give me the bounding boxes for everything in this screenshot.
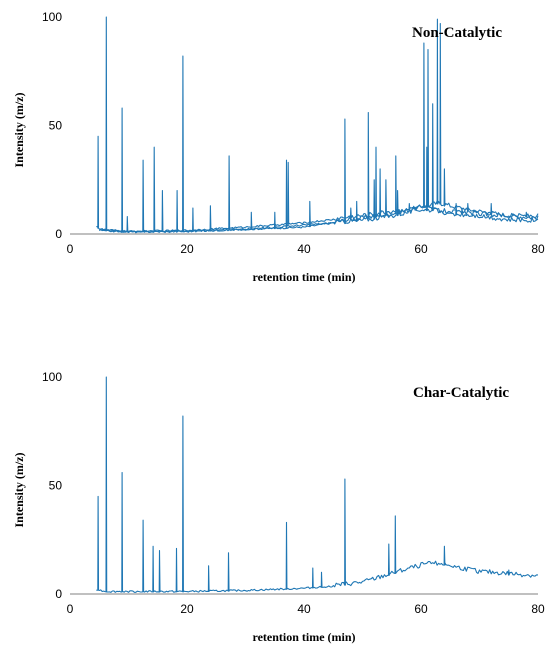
chromatogram-trace	[96, 16, 539, 233]
y-axis-label: Intensity (m/z)	[12, 453, 26, 528]
y-axis-label: Intensity (m/z)	[12, 93, 26, 168]
y-tick-label: 100	[42, 370, 62, 384]
x-tick-label: 20	[180, 242, 194, 256]
chromatogram-trace	[96, 376, 538, 593]
x-tick-label: 40	[297, 242, 311, 256]
y-tick-label: 50	[49, 119, 63, 133]
x-tick-labels: 0 20 40 60 80	[67, 242, 545, 256]
y-tick-label: 50	[49, 479, 63, 493]
x-axis-label: retention time (min)	[252, 630, 355, 644]
y-tick-label: 0	[55, 587, 62, 601]
y-tick-labels: 0 50 100	[42, 370, 62, 601]
chromatogram-traces	[96, 376, 538, 593]
x-tick-label: 20	[180, 602, 194, 616]
x-tick-label: 0	[67, 602, 74, 616]
char-catalytic-panel: 0 20 40 60 80 0 50 100 Char-Catalytic retentio…	[12, 370, 545, 644]
x-tick-label: 60	[414, 242, 428, 256]
non-catalytic-panel: 0 20 40 60 80 0 50 100 Non-Catalytic retention…	[12, 10, 545, 284]
y-tick-labels: 0 50 100	[42, 10, 62, 241]
y-tick-label: 100	[42, 10, 62, 24]
x-tick-label: 40	[297, 602, 311, 616]
x-tick-labels: 0 20 40 60 80	[67, 602, 545, 616]
x-axis-label: retention time (min)	[252, 270, 355, 284]
y-tick-label: 0	[55, 227, 62, 241]
chromatogram-trace	[98, 146, 539, 234]
x-tick-label: 60	[414, 602, 428, 616]
chromatogram-trace	[99, 103, 539, 233]
panel-title: Non-Catalytic	[412, 25, 502, 41]
panel-title: Char-Catalytic	[413, 385, 509, 401]
x-tick-label: 80	[531, 602, 545, 616]
chromatogram-traces	[96, 16, 539, 234]
x-tick-label: 80	[531, 242, 545, 256]
x-tick-label: 0	[67, 242, 74, 256]
